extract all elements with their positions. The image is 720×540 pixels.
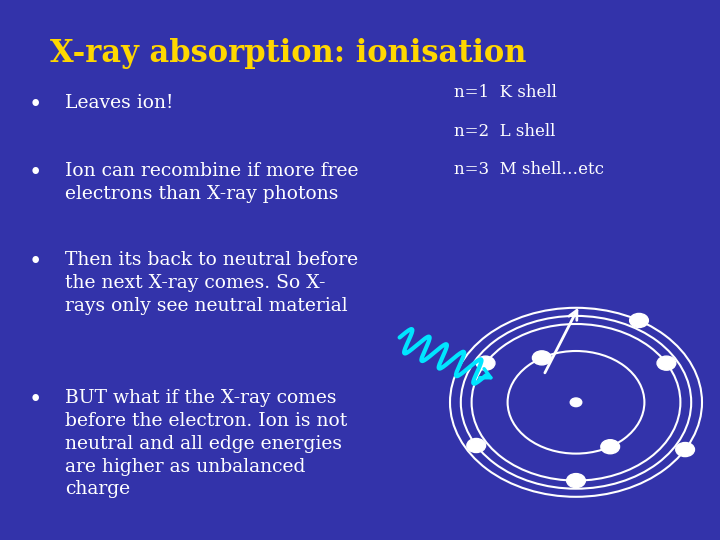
Text: •: • [29,162,42,184]
Circle shape [657,356,676,370]
Text: BUT what if the X-ray comes
before the electron. Ion is not
neutral and all edge: BUT what if the X-ray comes before the e… [65,389,347,498]
Circle shape [533,351,552,365]
Text: •: • [29,389,42,411]
Text: Ion can recombine if more free
electrons than X-ray photons: Ion can recombine if more free electrons… [65,162,359,203]
Circle shape [476,356,495,370]
Text: •: • [29,94,42,117]
Text: n=1  K shell: n=1 K shell [454,84,557,100]
Circle shape [567,474,585,488]
Text: n=3  M shell…etc: n=3 M shell…etc [454,161,603,178]
Text: Then its back to neutral before
the next X-ray comes. So X-
rays only see neutra: Then its back to neutral before the next… [65,251,358,315]
Text: •: • [29,251,42,273]
Circle shape [467,438,485,453]
Text: Leaves ion!: Leaves ion! [65,94,174,112]
Circle shape [676,443,695,457]
Text: X-ray absorption: ionisation: X-ray absorption: ionisation [50,38,527,69]
Circle shape [570,398,582,407]
Text: n=2  L shell: n=2 L shell [454,123,555,139]
Circle shape [601,440,620,454]
Circle shape [629,313,649,327]
